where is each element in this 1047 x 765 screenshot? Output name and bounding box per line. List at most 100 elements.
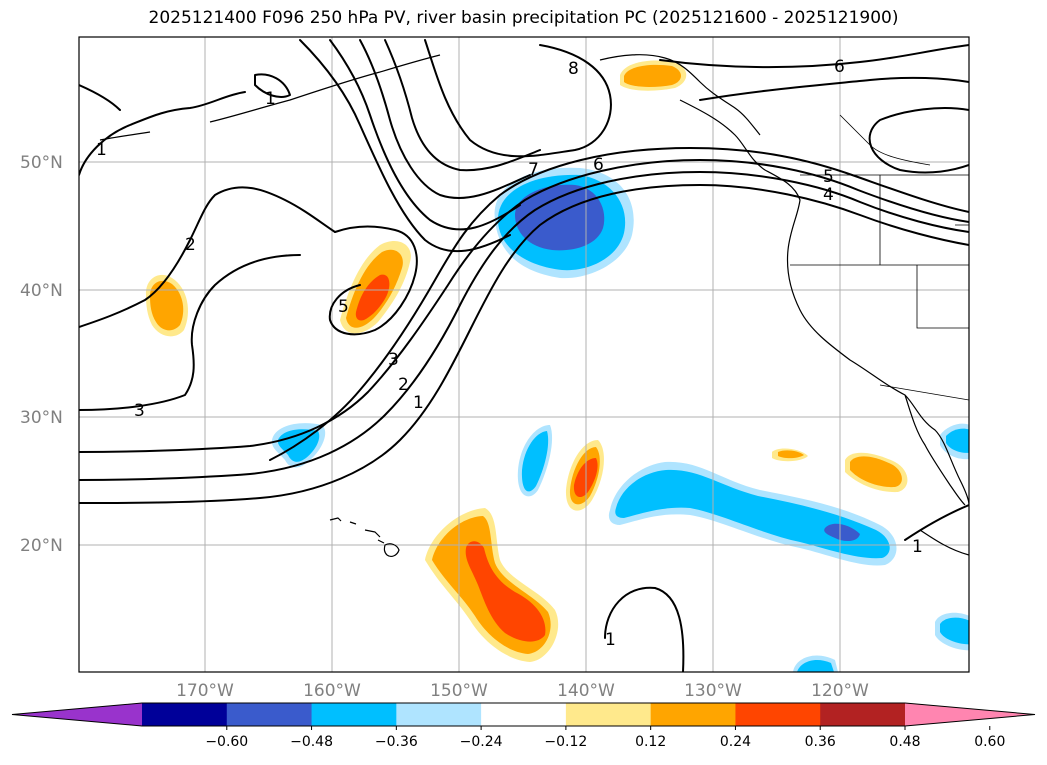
lat-label: 40°N xyxy=(20,281,63,301)
contour-pv-6-east-b xyxy=(699,76,969,101)
contour-label: 5 xyxy=(823,167,834,187)
contour-label: 7 xyxy=(528,160,539,180)
colorbar-tick-label: 0.12 xyxy=(635,734,666,750)
lat-label: 20°N xyxy=(20,536,63,556)
colorbar-tick-label: −0.24 xyxy=(460,734,503,750)
contour-pv-6-east xyxy=(659,44,969,69)
colorbar-tick-label: 0.60 xyxy=(974,734,1005,750)
contour-pv-8 xyxy=(424,39,612,158)
shade-neg-se2-core xyxy=(940,617,969,645)
latitude-labels: 50°N 40°N 30°N 20°N xyxy=(20,153,63,556)
graticule xyxy=(79,37,969,672)
contour-pv-jet-4 xyxy=(269,147,969,461)
pv-contours xyxy=(79,39,969,672)
lon-label: 140°W xyxy=(557,681,615,701)
coast-baja xyxy=(904,394,966,506)
border-states-1 xyxy=(790,175,969,329)
contour-pv-loop-4 xyxy=(384,39,541,172)
coast-aleutians xyxy=(209,54,441,123)
contour-pv-loop-5 xyxy=(359,39,531,200)
contour-pv-jet-3 xyxy=(79,159,969,453)
contour-label: 6 xyxy=(834,57,845,77)
lat-label: 30°N xyxy=(20,408,63,428)
colorbar-extend-high xyxy=(905,703,1035,726)
shade-neg-band-core xyxy=(615,469,890,559)
colorbar-swatch xyxy=(481,703,567,726)
coast-north-america xyxy=(679,99,969,506)
contour-pv-1-north xyxy=(79,84,121,111)
colorbar-tick-label: −0.60 xyxy=(205,734,248,750)
shade-pos-baja-small-core xyxy=(778,450,804,459)
contour-pv-3-inner xyxy=(254,73,291,98)
contour-label: 3 xyxy=(388,350,399,370)
lon-label: 130°W xyxy=(684,681,742,701)
shade-neg-blob-north-core xyxy=(515,184,605,251)
colorbar-swatch xyxy=(820,703,906,726)
map-frame xyxy=(78,36,970,673)
contour-label: 2 xyxy=(185,235,196,255)
contour-pv-1-west xyxy=(79,91,246,176)
border-mexico-us xyxy=(879,384,969,401)
colorbar-swatch xyxy=(735,703,821,726)
contour-pv-loop-6 xyxy=(329,39,521,231)
contour-label: 1 xyxy=(96,140,107,160)
colorbar-swatch xyxy=(565,703,652,726)
lon-label: 120°W xyxy=(811,681,869,701)
shade-neg-strip-a-core xyxy=(521,431,549,492)
shade-pos-south-core xyxy=(465,541,546,642)
longitude-labels: 170°W 160°W 150°W 140°W 130°W 120°W xyxy=(176,681,869,701)
coast-hawaii xyxy=(329,517,400,557)
colorbar-swatch xyxy=(650,703,736,726)
colorbar-tick-label: −0.36 xyxy=(375,734,418,750)
coast-mexico xyxy=(919,529,969,556)
colorbar-tick-label: 0.24 xyxy=(720,734,751,750)
shade-neg-band-dark xyxy=(824,523,860,542)
contour-label: 8 xyxy=(568,59,579,79)
contour-label: 1 xyxy=(912,537,923,557)
contour-labels: 1 1 2 3 5 7 6 8 6 5 4 3 2 1 1 1 xyxy=(96,57,923,650)
contour-pv-1-se xyxy=(904,504,969,541)
shade-pos-baja-core xyxy=(850,456,902,488)
contour-label: 2 xyxy=(398,375,409,395)
contour-pv-jet-2 xyxy=(79,171,969,481)
contour-label: 1 xyxy=(413,393,424,413)
colorbar-tick-label: 0.48 xyxy=(889,734,920,750)
coast-alaska xyxy=(599,54,761,136)
contour-pv-2 xyxy=(79,186,336,328)
colorbar-tick-label: 0.36 xyxy=(805,734,836,750)
contour-label: 1 xyxy=(265,89,276,109)
colorbar: −0.60 −0.48 −0.36 −0.24 −0.12 0.12 0.24 0.36 0.4… xyxy=(11,702,1036,750)
map-title: 2025121400 F096 250 hPa PV, river basin … xyxy=(148,8,899,28)
shade-neg-se1-core xyxy=(946,428,969,453)
shade-pos-alaska-core xyxy=(624,64,681,87)
colorbar-swatch xyxy=(311,703,397,726)
contour-label: 4 xyxy=(823,185,834,205)
contour-label: 3 xyxy=(134,401,145,421)
contour-pv-jet-1 xyxy=(79,184,969,504)
shade-pos-west-core xyxy=(150,280,184,331)
colorbar-extend-low xyxy=(12,703,142,726)
contour-label: 5 xyxy=(338,297,349,317)
lon-label: 160°W xyxy=(303,681,361,701)
map-panel: 1 1 2 3 5 7 6 8 6 5 4 3 2 1 1 1 xyxy=(79,37,969,672)
colorbar-tick-label: −0.12 xyxy=(544,734,587,750)
contour-pv-inner xyxy=(328,225,418,336)
colorbar-swatch xyxy=(396,703,482,726)
colorbar-swatch xyxy=(226,703,313,726)
shade-pos-mid-core xyxy=(355,274,390,321)
lat-label: 50°N xyxy=(20,153,63,173)
lon-label: 150°W xyxy=(430,681,488,701)
colorbar-tick-label: −0.48 xyxy=(290,734,333,750)
colorbar-swatch xyxy=(142,703,228,726)
shade-neg-bottom-core xyxy=(797,659,834,672)
lon-label: 170°W xyxy=(176,681,234,701)
contour-label: 1 xyxy=(605,630,616,650)
contour-label: 6 xyxy=(593,155,604,175)
colorbar-outline xyxy=(11,702,1036,727)
contour-pv-3-low xyxy=(79,254,301,411)
contour-pv-east-loop xyxy=(868,107,969,174)
coastlines xyxy=(99,54,969,557)
contour-pv-1-south xyxy=(604,586,685,672)
coast-kamchatka xyxy=(99,131,151,141)
